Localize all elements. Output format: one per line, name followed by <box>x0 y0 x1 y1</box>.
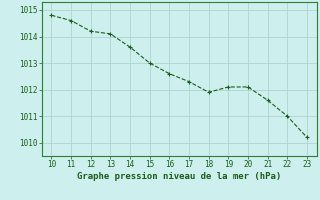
X-axis label: Graphe pression niveau de la mer (hPa): Graphe pression niveau de la mer (hPa) <box>77 172 281 181</box>
